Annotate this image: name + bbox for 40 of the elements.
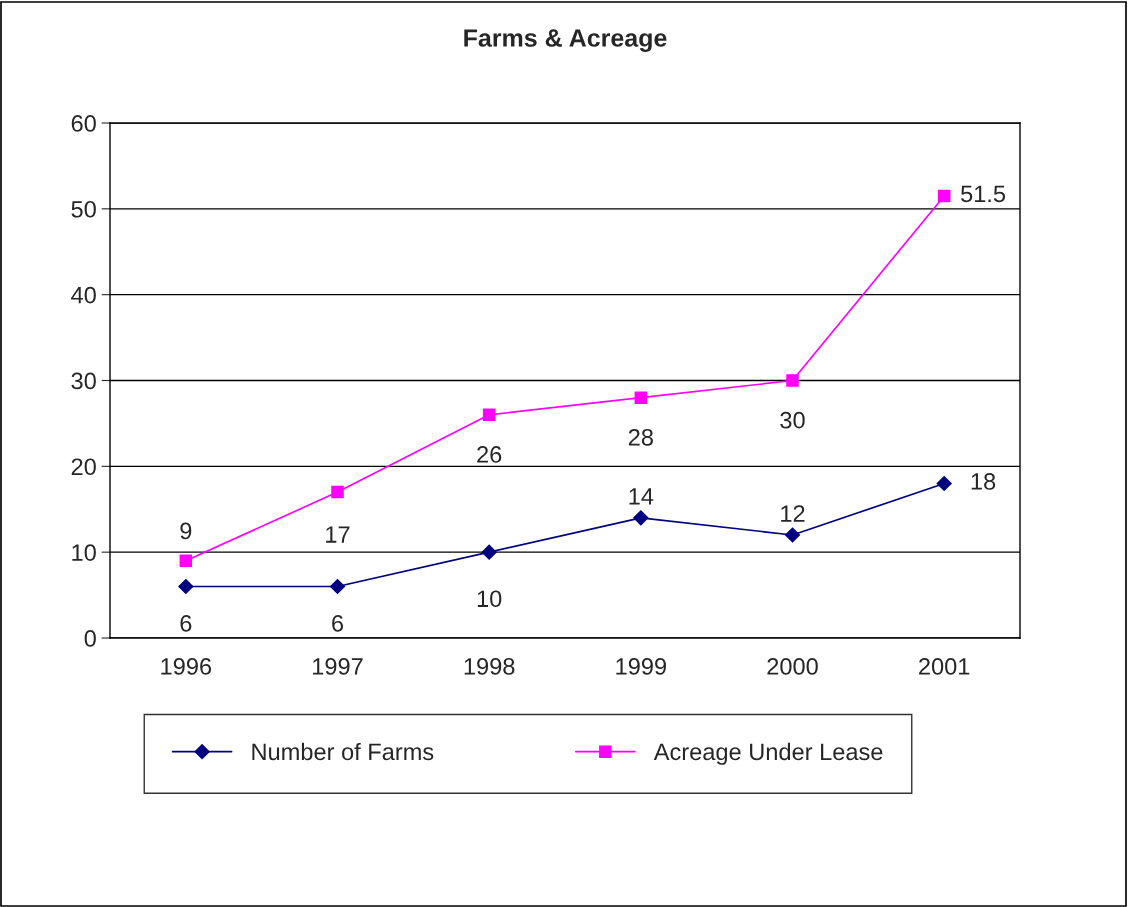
point (786, 374, 799, 387)
data-label: 17 (326, 526, 350, 543)
y-tick-label: 50 (71, 200, 96, 218)
point (937, 189, 951, 203)
data-label: 9 (180, 522, 192, 540)
data-label: 6 (180, 615, 192, 632)
legend-label: Acreage Under Lease (653, 742, 883, 765)
data-label: 6 (332, 615, 344, 632)
y-tick-label: 20 (71, 458, 96, 476)
y-tick-label: 60 (71, 115, 96, 132)
x-tick-label: 1996 (161, 658, 212, 675)
x-tick-label: 2000 (767, 658, 818, 675)
point (633, 510, 649, 526)
x-tick-label: 2001 (919, 658, 970, 675)
legend-label: Number of Farms (252, 742, 434, 761)
x-tick-label: 1997 (313, 658, 363, 675)
data-label: 28 (628, 428, 653, 446)
y-tick-label: 30 (71, 372, 96, 390)
data-label: 30 (780, 411, 805, 429)
data-label: 12 (781, 505, 805, 522)
data-label: 14 (629, 488, 654, 505)
x-tick-label: 1999 (616, 658, 666, 675)
point (178, 578, 194, 595)
data-label: 51.5 (961, 185, 1006, 203)
point (329, 578, 346, 595)
point (482, 408, 496, 422)
point (179, 554, 193, 568)
point (784, 527, 801, 543)
x-tick-label: 1998 (464, 658, 515, 675)
chart-title: Farms & Acreage (464, 29, 667, 52)
point (331, 485, 344, 499)
y-tick-label: 40 (71, 286, 96, 304)
y-tick-label: 0 (84, 630, 96, 647)
data-label: 26 (477, 446, 502, 463)
data-label: 18 (971, 473, 996, 490)
data-label: 10 (477, 590, 502, 608)
point (936, 475, 952, 492)
point (634, 391, 648, 404)
point (481, 544, 497, 560)
y-tick-label: 10 (72, 544, 96, 561)
